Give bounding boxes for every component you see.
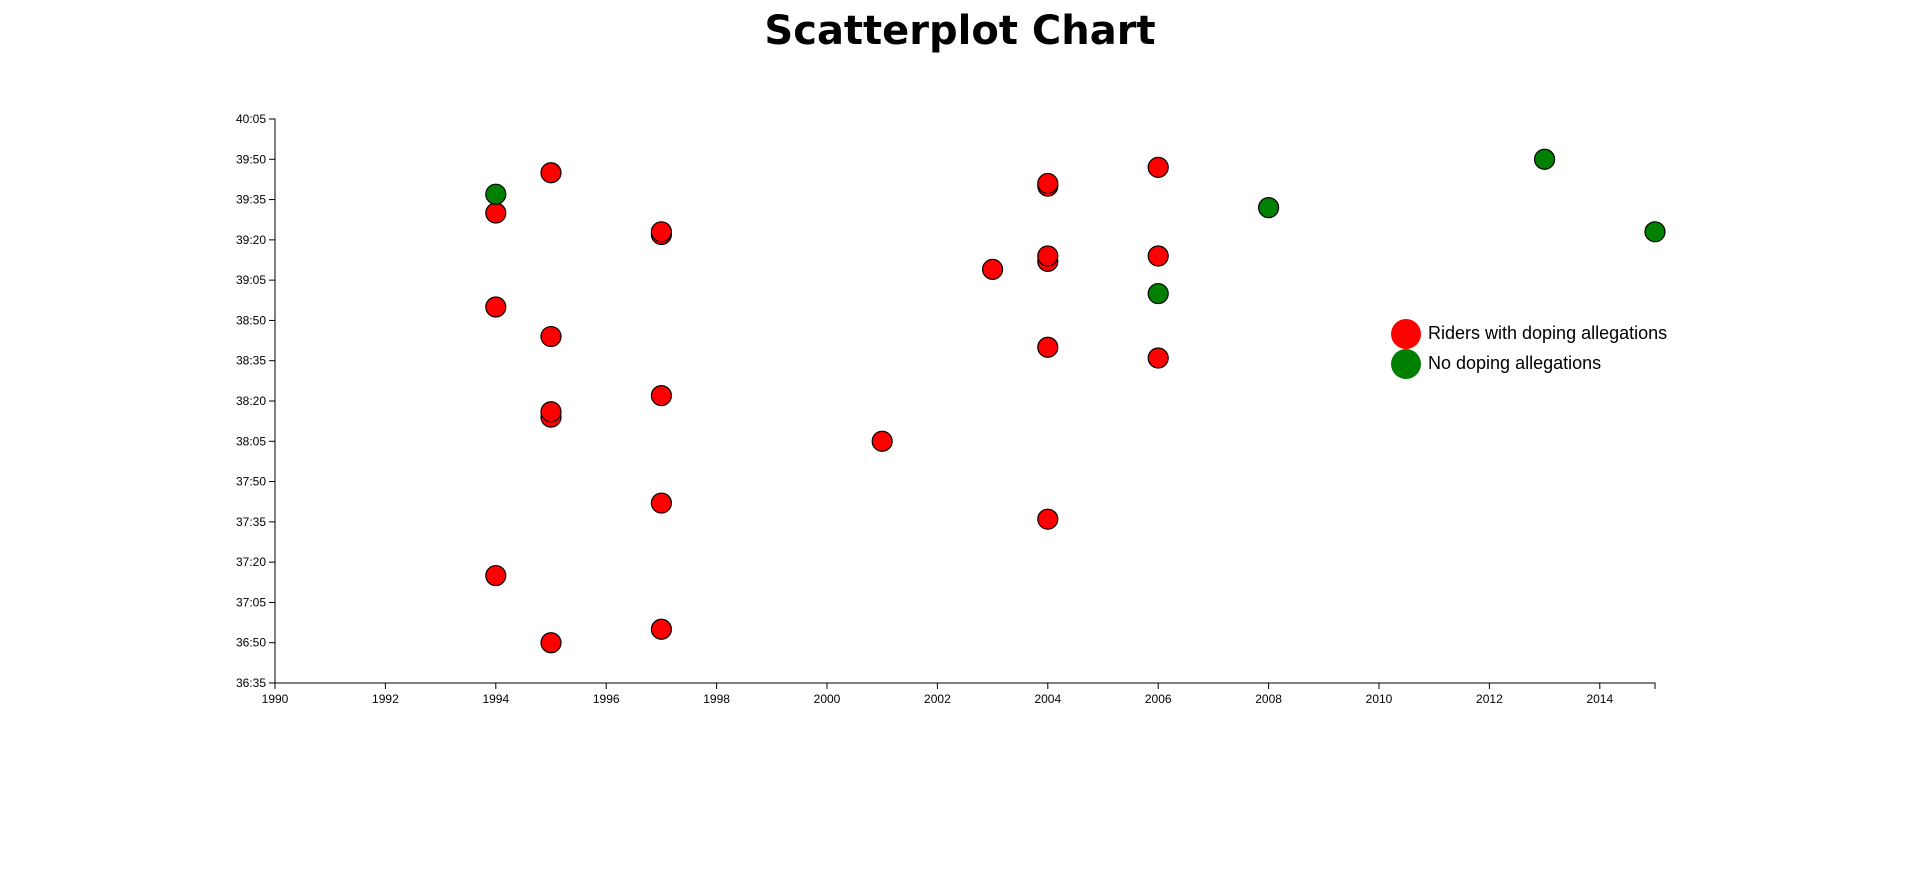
x-axis: 1990 1992 1994 1996 1998 2000 2002 2004 2006 2008… [262,682,1656,706]
y-tick-label: 37:20 [236,555,266,569]
y-axis: 36:35 36:50 37:05 37:20 37:35 37:50 38:05 38:20… [236,112,276,690]
dot-no-doping[interactable] [485,183,507,205]
y-tick-label: 36:35 [236,676,266,690]
x-tick-label: 2010 [1366,692,1393,706]
y-tick-label: 37:50 [236,475,266,489]
dot-doping[interactable] [650,385,673,407]
x-tick-label: 2014 [1586,692,1613,706]
dot-doping[interactable] [1037,172,1059,195]
y-tick-label: 39:35 [236,193,266,207]
dot-doping[interactable] [981,258,1004,280]
dot-doping[interactable] [1147,156,1169,178]
y-tick-label: 39:50 [236,152,266,166]
dot-no-doping[interactable] [1533,148,1556,170]
y-tick-label: 38:35 [236,354,266,368]
legend-label: Riders with doping allegations [1428,323,1667,343]
x-tick-label: 2006 [1145,692,1172,706]
legend-label: No doping allegations [1428,353,1601,373]
dot-doping[interactable] [485,202,507,224]
dot-doping[interactable] [540,632,562,654]
x-tick-label: 2008 [1255,692,1282,706]
y-tick-label: 39:20 [236,233,266,247]
x-tick-label: 1998 [703,692,730,706]
dot-doping[interactable] [1147,347,1169,369]
dot-doping[interactable] [1037,245,1059,267]
dot-doping[interactable] [540,325,562,348]
x-axis-line [274,682,1656,689]
x-tick-label: 2002 [924,692,951,706]
y-tick-label: 38:20 [236,394,266,408]
y-tick-label: 39:05 [236,273,266,287]
x-tick-label: 1992 [372,692,399,706]
dot-doping[interactable] [650,618,673,640]
dot-doping[interactable] [871,430,893,452]
dot-doping[interactable] [1037,336,1059,358]
legend-swatch [1391,319,1421,349]
dot-doping[interactable] [540,162,562,184]
legend: Riders with doping allegations No doping … [1391,319,1667,379]
legend-swatch [1391,349,1421,379]
dot-doping[interactable] [650,492,673,514]
x-tick-label: 2004 [1034,692,1061,706]
y-tick-label: 37:05 [236,595,266,609]
dot-doping[interactable] [540,401,562,423]
y-tick-label: 37:35 [236,515,266,529]
dot-doping[interactable] [485,296,507,318]
dot-doping[interactable] [1147,245,1169,267]
y-tick-label: 40:05 [236,112,266,126]
y-tick-label: 38:50 [236,313,266,327]
chart-title: Scatterplot Chart [764,8,1156,54]
x-tick-label: 2012 [1476,692,1503,706]
y-tick-label: 36:50 [236,636,266,650]
dot-doping[interactable] [650,221,673,243]
dot-doping[interactable] [485,564,507,587]
dot-no-doping[interactable] [1147,282,1169,305]
x-tick-label: 1994 [482,692,509,706]
x-tick-label: 1996 [593,692,620,706]
dot-no-doping[interactable] [1257,197,1280,219]
dot-doping[interactable] [1037,508,1059,530]
x-tick-label: 1990 [262,692,289,706]
data-points [485,148,1666,654]
dot-no-doping[interactable] [1644,221,1666,243]
x-tick-label: 2000 [814,692,841,706]
y-tick-label: 38:05 [236,434,266,448]
